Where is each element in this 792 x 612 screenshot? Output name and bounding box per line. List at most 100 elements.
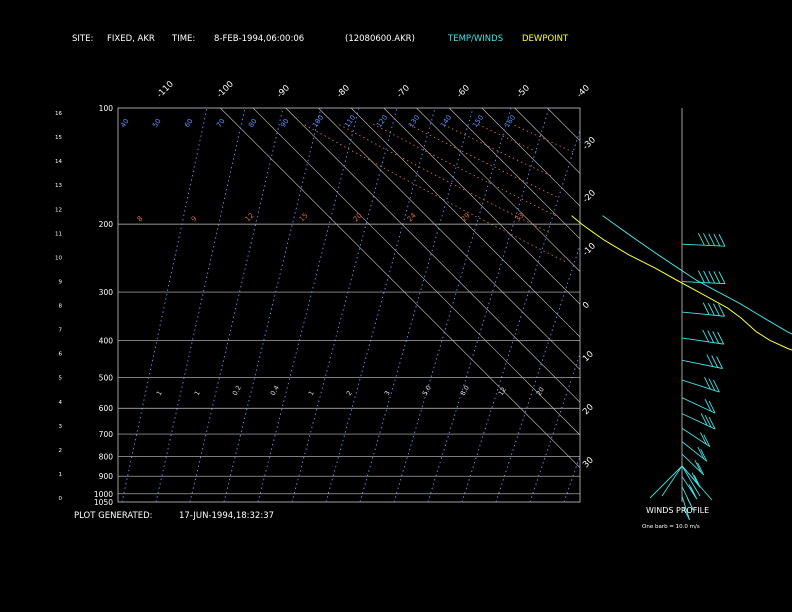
- theta-label: 24: [406, 211, 418, 223]
- file-id: (12080600.AKR): [345, 34, 415, 44]
- wind-barb-flag: [694, 460, 702, 473]
- wind-barb-shaft: [681, 441, 708, 462]
- right-temperature-label: 0: [581, 300, 592, 311]
- mixing-ratio-label: 8.0: [459, 384, 471, 397]
- wind-barb-shaft: [681, 281, 726, 285]
- mixing-ratio-line: [427, 107, 550, 503]
- dry-adiabat-line: [372, 123, 556, 217]
- height-label: 3: [59, 424, 63, 430]
- site-value: FIXED, AKR: [107, 34, 155, 44]
- height-label: 0: [59, 496, 63, 502]
- wind-barb-flag: [688, 484, 696, 497]
- barb-note: One barb = 10.0 m/s: [642, 524, 700, 530]
- wind-barb-flag: [716, 356, 723, 369]
- wind-barb: [681, 354, 723, 369]
- dry-adiabat-lines: [302, 123, 574, 262]
- wind-barb-flag: [702, 302, 710, 315]
- mixing-ratio-label: 1: [307, 389, 316, 397]
- mixing-ratio-label: 1: [155, 389, 164, 397]
- wind-barb-flag: [718, 304, 725, 317]
- isotherm-line: [547, 107, 581, 141]
- isotherm-line: [252, 107, 581, 436]
- wind-barb-surface: [681, 465, 701, 497]
- theta-label: 33: [514, 211, 526, 223]
- height-label: 15: [55, 135, 62, 141]
- right-temperature-ticks: -30 -20 -10 0 10 20 30: [581, 135, 598, 470]
- right-temperature-label: -20: [581, 188, 598, 205]
- wind-barb: [681, 397, 716, 414]
- wind-barb-shaft: [681, 337, 724, 345]
- pressure-label: 500: [99, 374, 114, 383]
- wind-barb-flag: [713, 303, 720, 316]
- height-label: 8: [59, 304, 63, 310]
- temperature-line: [602, 215, 792, 335]
- wind-barb-flag: [718, 234, 726, 247]
- top-row-label: 60: [183, 117, 195, 129]
- mixing-ratio-line: [155, 107, 246, 503]
- right-temperature-label: 30: [581, 455, 596, 470]
- mixing-ratio-label: 0.2: [231, 384, 243, 397]
- wind-barbs: [649, 233, 726, 521]
- top-temperature-ticks: -110 -100 -90 -80 -70 -60 -50 -40: [155, 79, 592, 100]
- plot-frame: [117, 107, 581, 503]
- pressure-label: 100: [99, 104, 114, 113]
- top-temperature-label: -80: [335, 83, 352, 100]
- isobar-lines: [118, 223, 580, 495]
- wind-barb-flag: [703, 233, 710, 246]
- wind-barb-shaft: [681, 427, 711, 447]
- wind-barb-flag: [713, 379, 720, 393]
- right-temperature-label: -30: [581, 135, 598, 152]
- wind-barb-surface: [649, 465, 683, 499]
- mixing-ratio-line: [359, 107, 474, 503]
- wind-barb-flag: [704, 376, 711, 390]
- wind-barb-flag: [703, 270, 710, 284]
- mixing-ratio-line: [257, 107, 360, 503]
- height-label: 9: [59, 279, 63, 285]
- generated-value: 17-JUN-1994,18:32:37: [179, 511, 274, 521]
- isotherm-line: [318, 107, 581, 370]
- isotherm-line: [220, 107, 581, 468]
- wind-barb-flag: [707, 330, 715, 343]
- legend-dewpoint: DEWPOINT: [522, 34, 569, 44]
- dry-adiabat-line: [476, 123, 537, 153]
- top-temperature-label: -70: [395, 83, 412, 100]
- height-label: 14: [55, 159, 62, 165]
- wind-barb-flag: [718, 271, 726, 284]
- wind-barb-flag: [708, 378, 716, 391]
- theta-label: 8: [136, 215, 145, 224]
- wind-barb-shaft: [681, 359, 723, 369]
- theta-label: 20: [352, 211, 364, 223]
- theta-label: 12: [244, 211, 256, 223]
- right-temperature-label: -10: [581, 241, 598, 258]
- wind-barb-flag: [706, 354, 714, 367]
- wind-barb: [681, 233, 726, 247]
- top-temperature-label: -100: [215, 79, 236, 100]
- wind-barb-flag: [708, 233, 716, 246]
- top-temperature-label: -50: [515, 83, 532, 100]
- isotherm-line: [350, 107, 581, 338]
- mixing-ratio-line: [393, 107, 512, 503]
- pressure-label: 300: [99, 288, 114, 297]
- mixing-ratio-line: [495, 245, 581, 503]
- wind-barb-flag: [697, 446, 705, 460]
- height-label: 12: [55, 207, 62, 213]
- wind-barb-flag: [707, 303, 715, 316]
- dry-adiabat-line: [511, 123, 574, 153]
- wind-barb-flag: [711, 355, 719, 368]
- pressure-label: 1000: [94, 490, 113, 499]
- wind-barb-flag: [717, 331, 725, 345]
- wind-barb-shaft: [681, 243, 726, 247]
- generated-label: PLOT GENERATED:: [74, 511, 153, 521]
- wind-barb-flag: [700, 432, 707, 445]
- wind-barb-flag: [697, 462, 705, 476]
- isotherm-line: [481, 107, 581, 207]
- isotherm-line: [514, 107, 581, 174]
- wind-barb: [681, 476, 698, 500]
- wind-barb: [681, 413, 716, 430]
- right-temperature-label: 10: [581, 349, 596, 364]
- mixing-ratio-label: 2: [345, 389, 354, 397]
- isotherm-line: [448, 107, 581, 240]
